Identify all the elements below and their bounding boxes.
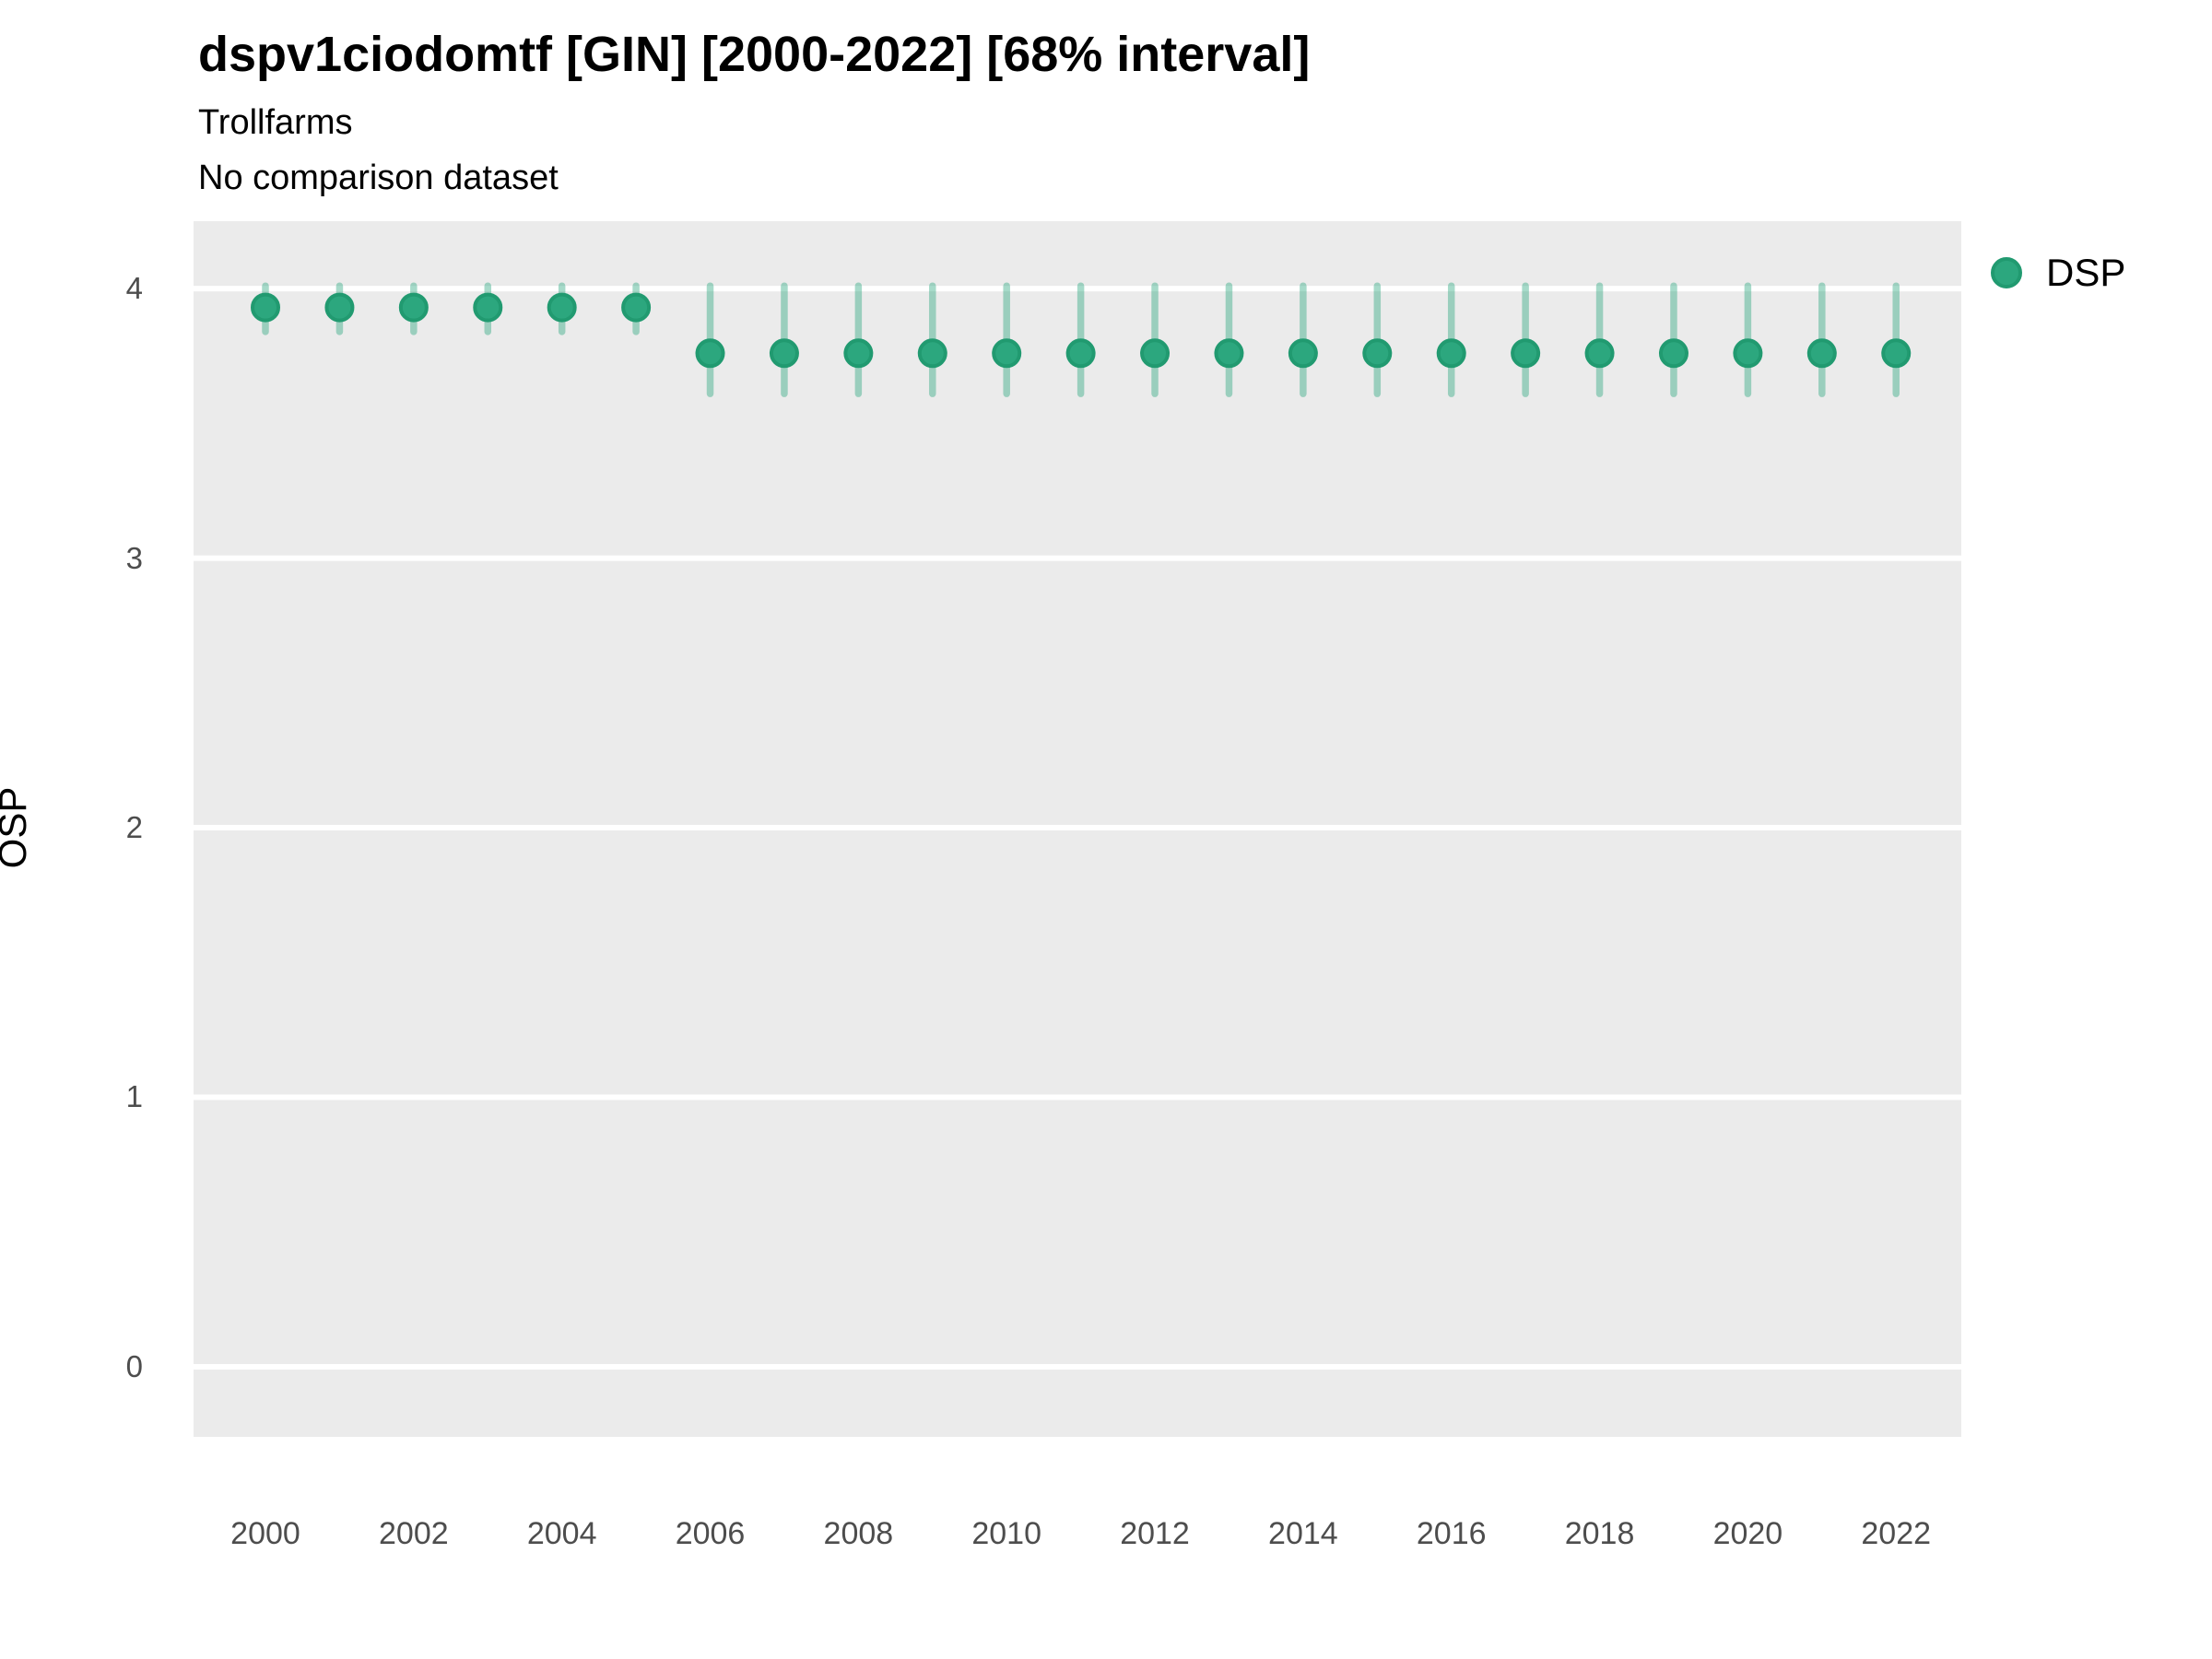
data-point-2021 (1806, 338, 1837, 369)
plot-area (194, 282, 1961, 1370)
data-point-2007 (769, 338, 799, 369)
data-point-2010 (992, 338, 1022, 369)
legend-point-icon (1991, 257, 2022, 288)
data-point-2009 (917, 338, 947, 369)
data-point-2001 (324, 292, 355, 323)
x-tick-label-2004: 2004 (526, 1516, 597, 1551)
x-tick-label-2008: 2008 (823, 1516, 894, 1551)
data-point-2002 (398, 292, 429, 323)
chart-subtitle-line1: Trollfarms (198, 103, 353, 142)
data-point-2015 (1362, 338, 1393, 369)
legend: DSP (1991, 251, 2125, 295)
legend-label: DSP (2046, 251, 2126, 294)
data-point-2006 (695, 338, 725, 369)
data-point-2013 (1214, 338, 1244, 369)
data-point-2016 (1436, 338, 1466, 369)
x-tick-label-2016: 2016 (1416, 1516, 1487, 1551)
data-point-2019 (1658, 338, 1688, 369)
chart-title: dspv1ciodomtf [GIN] [2000-2022] [68% int… (198, 27, 1311, 82)
data-point-2004 (547, 292, 577, 323)
y-tick-label-4: 4 (125, 271, 143, 306)
x-tick-label-2000: 2000 (230, 1516, 300, 1551)
data-point-2011 (1065, 338, 1096, 369)
data-point-2003 (473, 292, 503, 323)
plot-panel (194, 221, 1961, 1437)
y-tick-label-2: 2 (125, 810, 143, 845)
data-point-2012 (1140, 338, 1171, 369)
x-tick-label-2006: 2006 (675, 1516, 746, 1551)
data-point-2022 (1881, 338, 1912, 369)
y-tick-label-1: 1 (125, 1079, 143, 1114)
x-tick-label-2012: 2012 (1120, 1516, 1190, 1551)
x-tick-label-2014: 2014 (1268, 1516, 1338, 1551)
chart-subtitle-line2: No comparison dataset (198, 159, 559, 197)
data-point-2008 (843, 338, 874, 369)
x-tick-label-2018: 2018 (1564, 1516, 1635, 1551)
y-tick-label-0: 0 (125, 1348, 143, 1383)
data-point-2018 (1584, 338, 1615, 369)
data-point-2017 (1511, 338, 1541, 369)
x-tick-label-2002: 2002 (379, 1516, 449, 1551)
data-point-2020 (1733, 338, 1763, 369)
data-point-2014 (1288, 338, 1318, 369)
x-tick-label-2020: 2020 (1712, 1516, 1783, 1551)
x-tick-label-2022: 2022 (1861, 1516, 1932, 1551)
y-axis-title: OSP (0, 786, 34, 869)
data-point-2000 (251, 292, 281, 323)
data-point-2005 (621, 292, 652, 323)
y-tick-label-3: 3 (125, 540, 143, 575)
x-tick-label-2010: 2010 (971, 1516, 1041, 1551)
